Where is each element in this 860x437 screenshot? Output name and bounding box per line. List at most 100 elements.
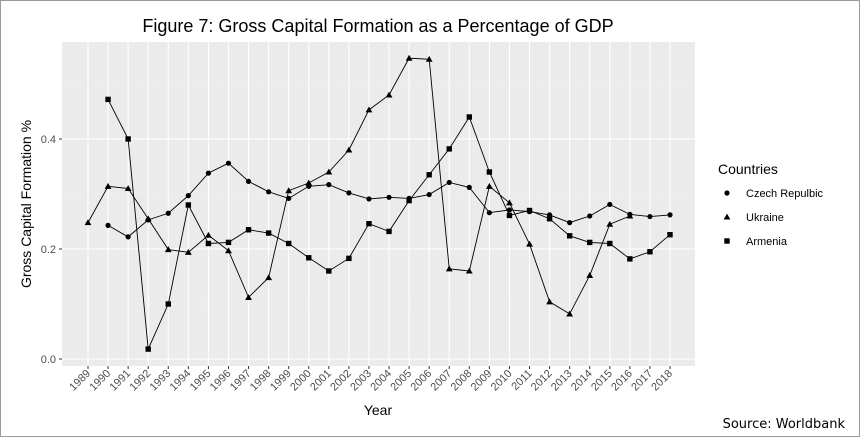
- data-point: [567, 220, 573, 226]
- x-tick-label: 2005: [388, 368, 414, 394]
- data-point: [245, 227, 252, 233]
- data-point: [586, 272, 594, 278]
- data-point: [667, 232, 673, 238]
- data-point: [587, 239, 593, 246]
- y-axis-title: Gross Capital Formation %: [18, 120, 34, 288]
- data-point: [486, 210, 492, 216]
- x-tick-label: 2014: [569, 368, 595, 394]
- data-point: [185, 202, 192, 208]
- data-point: [485, 182, 493, 189]
- series-ukraine: [84, 54, 634, 317]
- data-point: [386, 228, 392, 235]
- legend-item-armenia: Armenia: [724, 236, 788, 248]
- data-point: [124, 185, 132, 192]
- x-tick-label: 2013: [549, 368, 575, 394]
- data-point: [506, 199, 513, 206]
- data-point: [647, 213, 653, 220]
- data-point: [125, 136, 131, 142]
- legend-marker: [724, 190, 730, 196]
- data-point: [265, 230, 272, 236]
- data-point: [225, 239, 232, 246]
- data-point: [566, 233, 573, 239]
- data-point: [607, 201, 613, 208]
- data-point: [305, 179, 313, 186]
- data-point: [365, 106, 373, 113]
- data-point: [225, 247, 232, 254]
- data-point: [205, 170, 212, 176]
- x-tick-label: 2004: [368, 368, 394, 394]
- data-point: [144, 215, 152, 222]
- data-point: [105, 96, 111, 103]
- data-point: [465, 267, 473, 274]
- data-point: [164, 246, 172, 253]
- data-point: [406, 197, 412, 204]
- plot-panel: [62, 42, 695, 366]
- x-tick-label: 1999: [268, 368, 294, 394]
- x-tick-label: 2015: [589, 368, 615, 394]
- x-tick-label: 2007: [429, 368, 455, 394]
- x-tick-label: 1995: [188, 368, 214, 394]
- series-line: [87, 57, 631, 315]
- legend-marker: [724, 238, 730, 244]
- data-point: [366, 196, 372, 202]
- data-point: [245, 294, 252, 300]
- x-tick-label: 1991: [107, 368, 133, 394]
- data-point: [326, 268, 332, 274]
- data-point: [426, 172, 432, 178]
- data-point: [425, 55, 433, 62]
- data-point: [405, 54, 413, 61]
- data-point: [446, 146, 452, 152]
- legend-label: Czech Repulbic: [746, 188, 824, 200]
- data-point: [546, 298, 553, 305]
- data-point: [345, 146, 353, 153]
- data-point: [466, 114, 473, 120]
- data-point: [626, 212, 634, 219]
- x-axis-ticks: 1989199019911992199319941995199619971998…: [67, 366, 675, 393]
- data-point: [266, 189, 272, 195]
- legend-label: Ukraine: [746, 212, 784, 224]
- data-point: [306, 255, 312, 261]
- data-point: [165, 210, 171, 216]
- data-point: [466, 184, 472, 190]
- x-tick-label: 1998: [248, 368, 274, 394]
- x-tick-label: 2017: [629, 368, 655, 394]
- legend-item-czech: Czech Repulbic: [724, 188, 824, 200]
- series-armenia: [105, 96, 673, 352]
- data-point: [104, 182, 112, 189]
- data-point: [245, 178, 252, 184]
- data-point: [265, 274, 273, 281]
- x-tick-label: 2016: [609, 368, 635, 394]
- data-point: [185, 193, 191, 199]
- data-point: [426, 191, 432, 198]
- data-point: [285, 240, 292, 247]
- data-point: [184, 248, 192, 255]
- data-point: [225, 160, 232, 166]
- data-point: [607, 240, 613, 247]
- chart-title: Figure 7: Gross Capital Formation as a P…: [142, 16, 613, 36]
- data-point: [587, 213, 593, 219]
- data-point: [386, 194, 392, 200]
- x-tick-label: 1992: [128, 368, 154, 394]
- data-point: [84, 219, 92, 226]
- x-tick-label: 2009: [469, 368, 495, 394]
- x-tick-label: 2011: [509, 368, 534, 393]
- data-point: [285, 187, 293, 194]
- x-tick-label: 1997: [228, 368, 254, 394]
- data-point: [446, 179, 452, 186]
- data-point: [205, 240, 212, 247]
- legend-title: Countries: [718, 161, 778, 177]
- data-point: [647, 249, 653, 255]
- y-tick-label: 0.4: [41, 134, 56, 146]
- data-point: [526, 207, 533, 214]
- source-annotation: Source: Worldbank: [723, 417, 846, 432]
- x-tick-label: 2000: [288, 368, 314, 394]
- data-point: [445, 265, 453, 272]
- data-point: [346, 190, 352, 196]
- data-point: [205, 231, 212, 238]
- x-tick-label: 2010: [489, 368, 515, 394]
- data-point: [606, 220, 614, 227]
- data-point: [566, 310, 574, 317]
- x-tick-label: 1989: [67, 368, 93, 394]
- legend-item-ukraine: Ukraine: [723, 212, 784, 224]
